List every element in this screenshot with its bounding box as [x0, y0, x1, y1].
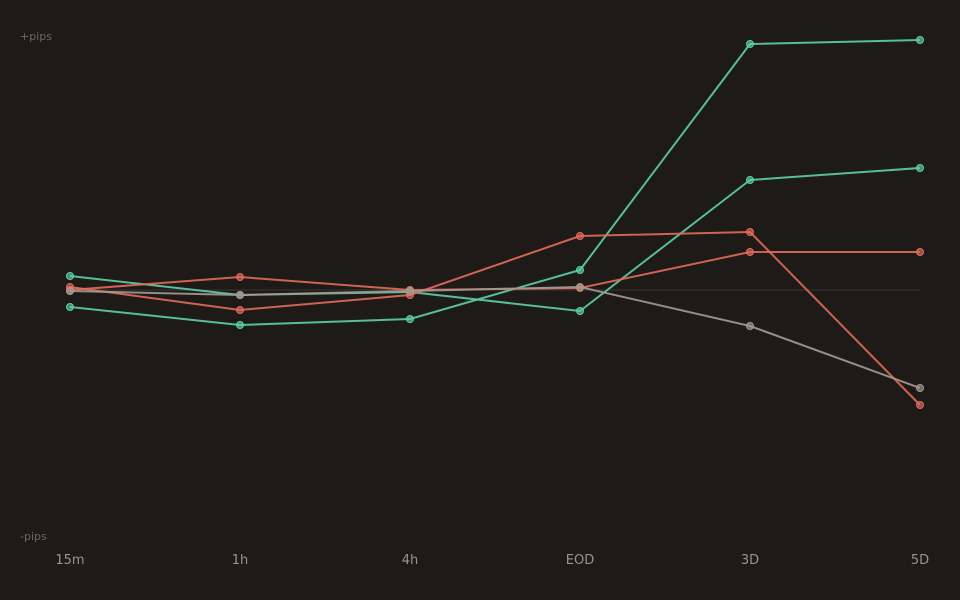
x-tick-label: 4h: [402, 553, 419, 568]
data-point: [236, 321, 244, 329]
x-tick-label: 1h: [232, 553, 249, 568]
data-point: [576, 266, 584, 274]
data-point: [236, 291, 244, 299]
data-point: [746, 176, 754, 184]
series-line: [69, 286, 921, 389]
data-point: [916, 248, 924, 256]
data-point: [916, 164, 924, 172]
data-point: [236, 306, 244, 314]
data-point: [746, 40, 754, 48]
y-top-label: +pips: [20, 30, 52, 43]
data-point: [746, 248, 754, 256]
x-tick-label: 5D: [911, 553, 929, 568]
x-tick-label: EOD: [566, 553, 594, 568]
series-line: [69, 39, 921, 326]
data-point: [916, 384, 924, 392]
data-point: [66, 303, 74, 311]
data-point: [916, 36, 924, 44]
data-point: [576, 307, 584, 315]
data-point: [66, 272, 74, 280]
series-line: [69, 231, 921, 406]
series-4: [66, 283, 924, 392]
x-tick-label: 15m: [55, 553, 84, 568]
data-point: [916, 401, 924, 409]
data-point: [746, 228, 754, 236]
data-point: [576, 232, 584, 240]
series-line: [69, 167, 921, 312]
data-point: [576, 283, 584, 291]
x-axis-tick-labels: 15m 1h 4h EOD 3D 5D: [55, 553, 929, 568]
data-point: [406, 287, 414, 295]
series-layer: [66, 36, 924, 409]
data-point: [236, 273, 244, 281]
y-bottom-label: -pips: [20, 530, 47, 543]
series-1: [66, 36, 924, 329]
x-tick-label: 3D: [741, 553, 759, 568]
data-point: [66, 287, 74, 295]
data-point: [746, 322, 754, 330]
data-point: [406, 315, 414, 323]
